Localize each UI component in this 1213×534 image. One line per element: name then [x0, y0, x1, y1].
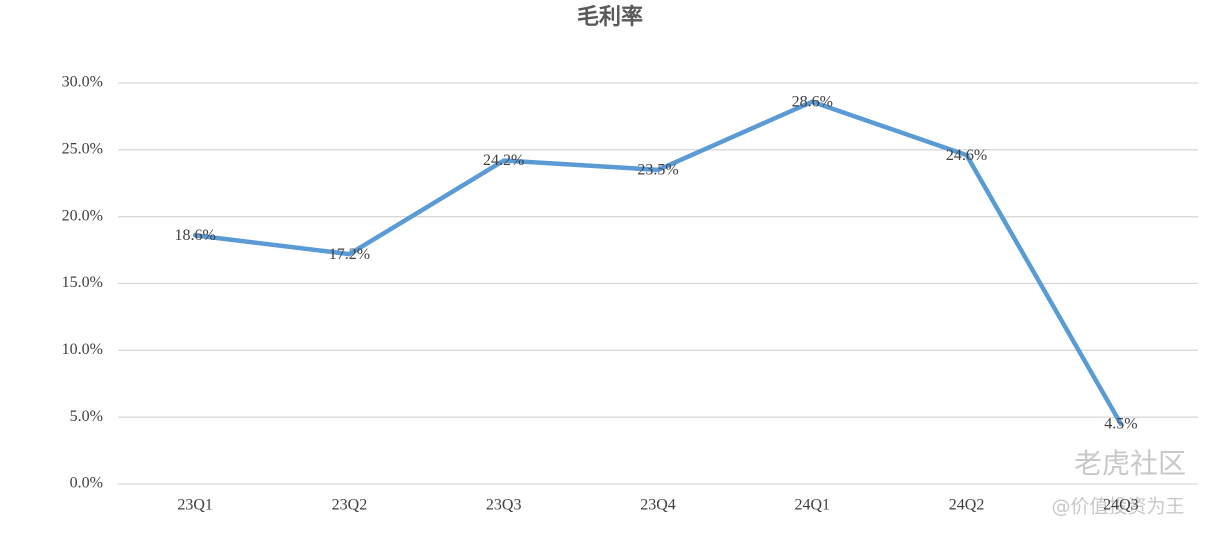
x-tick-label: 23Q3	[486, 497, 522, 514]
x-tick-label: 24Q3	[1103, 497, 1139, 514]
watermark-handle: @价值投资为王	[1051, 496, 1184, 518]
x-tick-label: 24Q2	[949, 497, 985, 514]
x-tick-label: 23Q4	[640, 497, 676, 514]
y-tick-label: 20.0%	[62, 207, 103, 224]
y-tick-label: 25.0%	[62, 141, 103, 158]
line	[192, 99, 1124, 427]
watermark-logo: 老虎社区	[1074, 447, 1186, 480]
data-label: 18.6%	[174, 227, 215, 244]
chart-title: 毛利率	[577, 4, 643, 30]
x-tick-label: 23Q2	[332, 497, 368, 514]
x-tick-label: 23Q1	[177, 497, 213, 514]
y-tick-label: 0.0%	[70, 475, 103, 492]
data-label: 17.2%	[329, 246, 370, 263]
data-label: 24.2%	[483, 152, 524, 169]
y-tick-label: 15.0%	[62, 274, 103, 291]
data-label: 28.6%	[792, 93, 833, 110]
x-tick-label: 24Q1	[795, 497, 831, 514]
data-label: 4.5%	[1104, 416, 1137, 433]
data-label: 23.5%	[637, 162, 678, 179]
y-tick-label: 5.0%	[70, 408, 103, 425]
y-tick-label: 10.0%	[62, 341, 103, 358]
y-tick-label: 30.0%	[62, 74, 103, 91]
data-label: 24.6%	[946, 147, 987, 164]
